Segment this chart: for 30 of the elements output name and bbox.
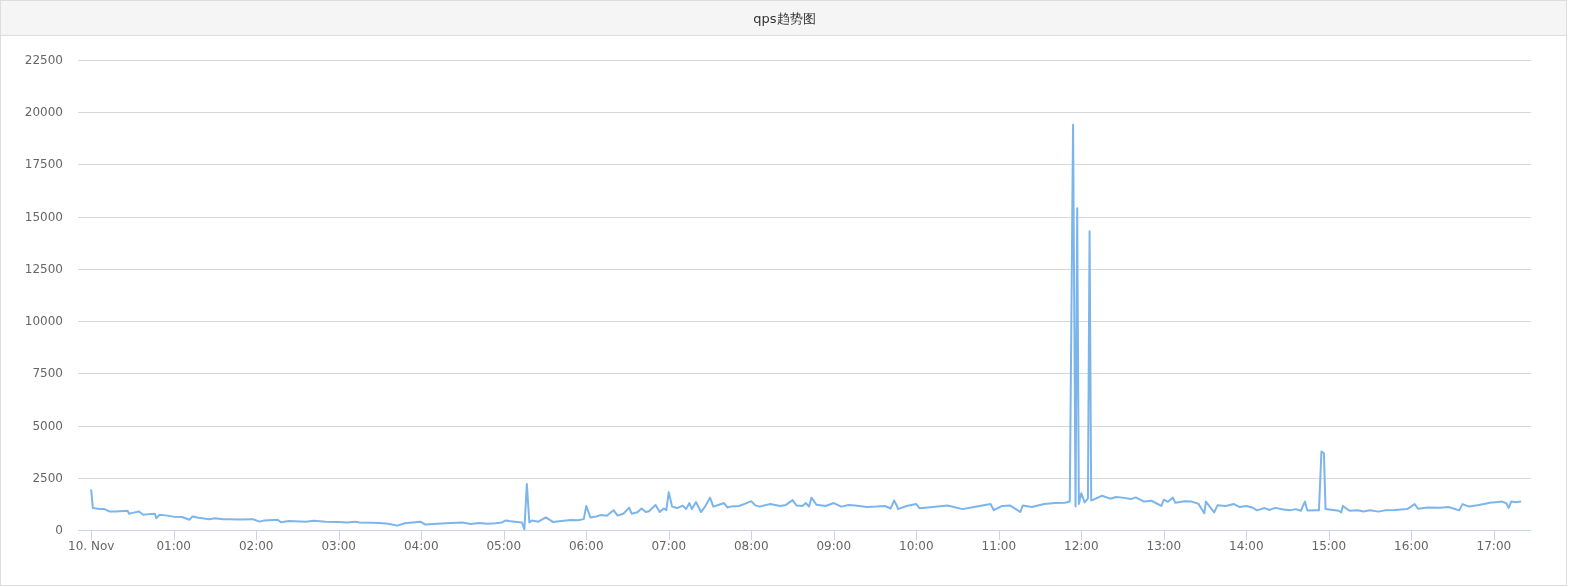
- x-tick-label: 03:00: [321, 539, 357, 553]
- x-tick-label: 16:00: [1394, 539, 1429, 553]
- x-tick-label: 10. Nov: [68, 539, 115, 553]
- y-tick-label: 20000: [24, 105, 63, 120]
- y-tick-label: 17500: [24, 157, 63, 172]
- y-tick-label: 15000: [24, 209, 63, 224]
- y-tick-label: 0: [55, 523, 63, 537]
- y-tick-label: 12500: [24, 261, 63, 276]
- x-tick-label: 08:00: [733, 539, 769, 553]
- y-tick-label: 22500: [24, 53, 63, 67]
- y-tick-label: 5000: [32, 418, 63, 433]
- x-tick-label: 04:00: [403, 539, 439, 553]
- x-tick-label: 02:00: [238, 539, 274, 553]
- y-tick-label: 10000: [24, 314, 63, 329]
- chart-title: qps趋势图: [753, 11, 816, 26]
- x-tick-label: 13:00: [1146, 539, 1182, 553]
- x-tick-label: 12:00: [1064, 539, 1099, 553]
- y-tick-label: 2500: [32, 470, 63, 485]
- x-tick-label: 07:00: [651, 539, 687, 553]
- x-tick-label: 05:00: [486, 539, 522, 553]
- x-tick-label: 10:00: [899, 539, 934, 553]
- x-tick-label: 01:00: [156, 539, 192, 553]
- line-series: [90, 123, 1522, 531]
- y-tick-label: 7500: [32, 366, 63, 381]
- x-tick-label: 14:00: [1229, 539, 1264, 553]
- x-tick-label: 15:00: [1311, 539, 1347, 553]
- x-tick-label: 11:00: [981, 539, 1017, 553]
- x-tick-label: 17:00: [1476, 539, 1512, 553]
- x-tick-label: 09:00: [816, 539, 852, 553]
- x-tick-label: 06:00: [568, 539, 604, 553]
